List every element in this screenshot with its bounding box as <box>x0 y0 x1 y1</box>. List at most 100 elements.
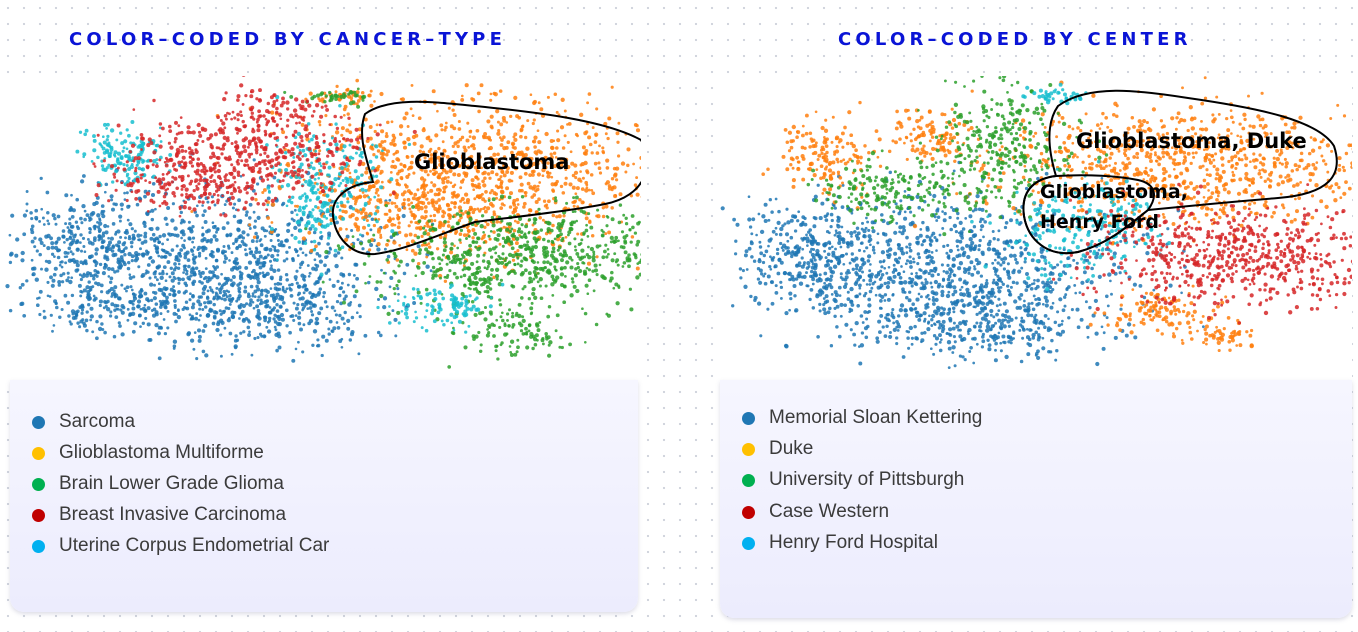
data-point <box>452 113 457 117</box>
data-point <box>106 134 110 139</box>
data-point <box>218 127 223 132</box>
data-point <box>343 310 347 315</box>
data-point <box>190 249 195 253</box>
data-point <box>505 186 510 191</box>
data-point <box>245 181 249 185</box>
data-point <box>604 232 608 236</box>
data-point <box>270 264 273 268</box>
data-point <box>256 298 260 302</box>
data-point <box>289 169 294 174</box>
data-point <box>66 226 70 229</box>
data-point <box>116 151 122 156</box>
data-point <box>489 296 493 299</box>
data-point <box>130 143 136 148</box>
data-point <box>453 244 456 248</box>
data-point <box>277 168 282 173</box>
data-point <box>563 206 568 211</box>
data-point <box>368 159 373 164</box>
data-point <box>267 190 272 194</box>
data-point <box>559 162 564 167</box>
data-point <box>474 240 479 244</box>
data-point <box>395 193 400 197</box>
data-point <box>173 226 178 231</box>
data-point <box>467 249 470 253</box>
data-point <box>587 212 591 216</box>
data-point <box>198 133 203 138</box>
data-point <box>115 179 119 183</box>
data-point <box>622 261 627 265</box>
data-point <box>232 242 235 246</box>
data-point <box>617 220 622 225</box>
data-point <box>510 314 515 319</box>
data-point <box>197 182 201 186</box>
data-point <box>489 98 493 102</box>
data-point <box>219 354 223 358</box>
data-point <box>483 266 487 270</box>
data-point <box>368 275 372 278</box>
data-point <box>578 198 582 202</box>
data-point <box>236 227 241 233</box>
data-point <box>554 196 558 200</box>
data-point <box>463 284 467 288</box>
data-point <box>342 113 346 117</box>
data-point <box>71 238 76 243</box>
data-point <box>207 206 212 210</box>
data-point <box>275 124 279 128</box>
data-point <box>319 186 323 190</box>
data-point <box>310 313 315 317</box>
data-point <box>472 337 476 341</box>
data-point <box>304 133 310 138</box>
data-point <box>114 188 118 192</box>
data-point <box>241 76 246 77</box>
data-point <box>466 211 471 215</box>
data-point <box>416 188 420 192</box>
data-point <box>272 131 276 136</box>
data-point <box>500 341 504 345</box>
data-point <box>220 284 224 288</box>
data-point <box>277 155 281 159</box>
data-point <box>387 321 392 325</box>
data-point <box>539 296 544 301</box>
data-point <box>560 258 564 263</box>
data-point <box>138 290 143 295</box>
data-point <box>348 101 354 106</box>
data-point <box>38 219 42 223</box>
data-point <box>408 232 413 237</box>
data-point <box>250 88 255 94</box>
data-point <box>615 258 620 262</box>
data-point <box>491 204 495 208</box>
data-point <box>74 310 79 315</box>
data-point <box>289 200 294 205</box>
data-point <box>374 286 379 292</box>
data-point <box>443 128 447 132</box>
data-point <box>301 184 304 188</box>
data-point <box>298 297 302 301</box>
data-point <box>295 249 299 253</box>
data-point <box>240 159 244 163</box>
data-point <box>394 334 398 338</box>
data-point <box>528 208 533 213</box>
data-point <box>276 268 281 272</box>
data-point <box>492 191 497 196</box>
data-point <box>586 101 590 105</box>
data-point <box>303 192 307 196</box>
data-point <box>313 248 317 252</box>
data-point <box>354 262 359 267</box>
data-point <box>258 254 263 259</box>
data-point <box>224 117 228 121</box>
data-point <box>311 304 315 308</box>
data-point <box>213 162 217 166</box>
data-point <box>506 261 510 265</box>
data-point <box>227 246 231 250</box>
data-point <box>175 244 179 248</box>
data-point <box>587 188 591 192</box>
data-point <box>505 227 510 232</box>
data-point <box>436 155 441 160</box>
data-point <box>191 236 196 240</box>
data-point <box>373 129 377 134</box>
data-point <box>447 175 450 179</box>
data-point <box>576 205 580 209</box>
data-point <box>212 295 217 300</box>
data-point <box>610 217 615 222</box>
